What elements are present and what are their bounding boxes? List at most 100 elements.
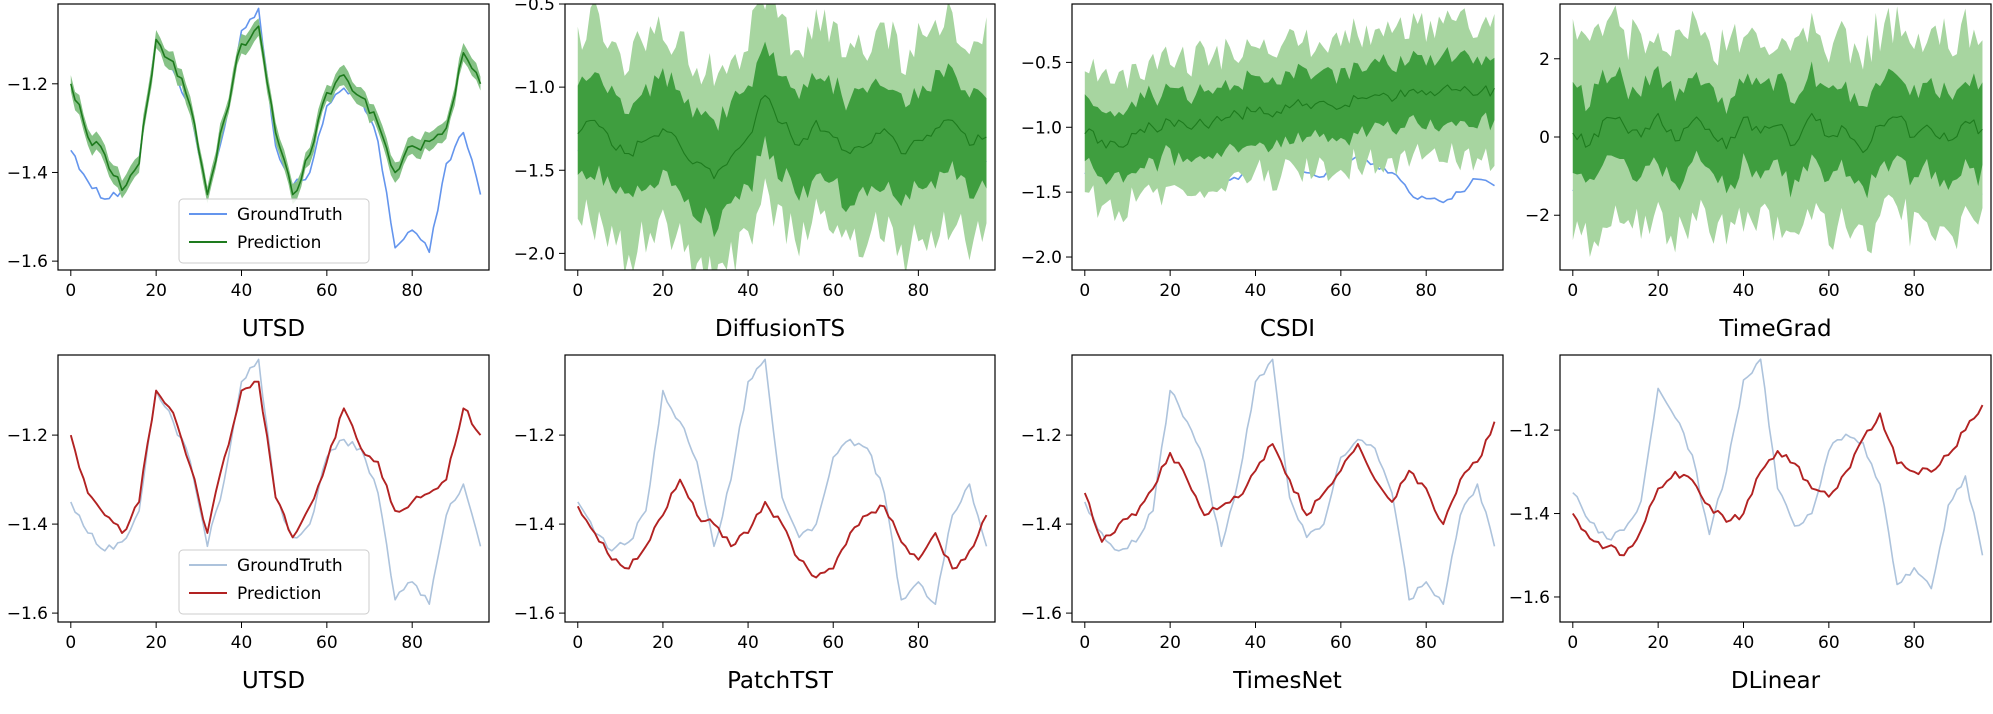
x-tick-label: 20: [1647, 633, 1669, 653]
subplot-title: UTSD: [242, 668, 305, 694]
x-tick-label: 20: [1647, 281, 1669, 301]
y-tick-label: −1.2: [7, 75, 48, 95]
x-tick-label: 0: [1079, 633, 1090, 653]
y-tick-label: −0.5: [1021, 53, 1062, 73]
legend-label: Prediction: [237, 584, 321, 604]
subplot-title: PatchTST: [727, 668, 834, 694]
x-tick-label: 40: [1733, 633, 1755, 653]
x-tick-label: 40: [1245, 633, 1267, 653]
x-tick-label: 60: [1818, 633, 1840, 653]
legend-label: GroundTruth: [237, 205, 343, 225]
subplot-title: CSDI: [1260, 316, 1315, 342]
y-tick-label: −1.6: [1021, 604, 1062, 624]
series-pred-red-line: [1572, 404, 1984, 557]
x-tick-label: 0: [1567, 281, 1578, 301]
plot-area: [1572, 5, 1983, 258]
plot-area: [1083, 358, 1496, 606]
plot-area: [1572, 358, 1984, 590]
x-tick-label: 20: [1159, 633, 1181, 653]
subplot-5: 0 20 40 60 80 −1.2 −1.4 −1.6 UTSD GroundTruth Pred…: [7, 354, 490, 694]
x-tick-label: 60: [316, 633, 338, 653]
x-tick-label: 80: [401, 281, 423, 301]
plot-area: [576, 358, 988, 606]
legend-label: Prediction: [237, 233, 321, 253]
series-pred-red-line: [1083, 421, 1496, 543]
axes-frame: [1559, 354, 1992, 623]
y-tick-label: −1.5: [1021, 183, 1062, 203]
x-tick-label: 60: [316, 281, 338, 301]
y-tick-label: 2: [1539, 50, 1550, 70]
x-tick-label: 20: [1159, 281, 1181, 301]
x-tick-label: 40: [1733, 281, 1755, 301]
subplot-title: TimeGrad: [1718, 316, 1831, 342]
y-tick-label: −1.0: [514, 78, 555, 98]
y-tick-label: −1.0: [1021, 118, 1062, 138]
y-tick-label: −1.4: [1021, 515, 1062, 535]
series-truth-faded-line: [1084, 358, 1496, 606]
legend: GroundTruth Prediction: [178, 549, 370, 615]
x-tick-label: 60: [1330, 281, 1352, 301]
y-tick-label: −1.5: [514, 161, 555, 181]
subplot-8: 0 20 40 60 80 −1.2 −1.4 −1.6 DLinear: [1509, 354, 1992, 694]
x-tick-label: 20: [145, 281, 167, 301]
x-tick-label: 80: [1903, 633, 1925, 653]
x-tick-label: 40: [231, 633, 253, 653]
subplot-6: 0 20 40 60 80 −1.2 −1.4 −1.6 PatchTST: [514, 354, 996, 694]
subplot-7: 0 20 40 60 80 −1.2 −1.4 −1.6 TimesNet: [1021, 354, 1504, 694]
series-pred-line: [577, 94, 987, 180]
y-tick-label: −0.5: [514, 0, 555, 15]
series-pred-red-line: [576, 478, 988, 579]
x-tick-label: 0: [572, 633, 583, 653]
x-tick-label: 60: [822, 281, 844, 301]
x-tick-label: 20: [652, 281, 674, 301]
y-tick-label: −1.2: [514, 426, 555, 446]
axes-frame: [57, 354, 490, 623]
axes-frame: [1071, 3, 1504, 271]
y-tick-label: −1.4: [7, 163, 48, 183]
plot-area: [69, 358, 482, 606]
x-tick-label: 20: [652, 633, 674, 653]
band-inner: [577, 41, 987, 238]
axes-frame: [564, 354, 996, 623]
series-truth-faded-line: [1572, 358, 1984, 590]
band-inner: [1084, 47, 1495, 185]
y-tick-label: −1.2: [1509, 421, 1550, 441]
subplot-title: DiffusionTS: [715, 316, 845, 342]
series-pred-line: [70, 25, 482, 196]
x-tick-label: 60: [1330, 633, 1352, 653]
band-inner: [1572, 61, 1983, 199]
subplot-1: 0 20 40 60 80 −1.2 −1.4 −1.6 UTSD GroundTruth Pred…: [7, 3, 490, 342]
y-tick-label: −2.0: [1021, 248, 1062, 268]
x-tick-label: 40: [737, 281, 759, 301]
plot-area: [1084, 8, 1495, 223]
plot-area: [577, 4, 987, 270]
x-tick-label: 0: [1567, 633, 1578, 653]
y-tick-label: −1.6: [7, 604, 48, 624]
x-tick-label: 60: [822, 633, 844, 653]
x-tick-label: 40: [231, 281, 253, 301]
y-tick-label: −2: [1525, 206, 1550, 226]
x-tick-label: 80: [401, 633, 423, 653]
y-tick-label: −1.4: [1509, 505, 1550, 525]
axes-frame: [1071, 354, 1504, 623]
x-tick-label: 0: [65, 281, 76, 301]
plot-area: [70, 7, 482, 254]
x-tick-label: 40: [1245, 281, 1267, 301]
y-tick-label: −1.2: [1021, 426, 1062, 446]
subplot-title: UTSD: [242, 316, 305, 342]
series-truth-faded-line: [577, 358, 988, 606]
series-pred-line: [1572, 112, 1983, 154]
legend-label: GroundTruth: [237, 556, 343, 576]
x-tick-label: 0: [1079, 281, 1090, 301]
axes-frame: [57, 3, 490, 271]
x-tick-label: 80: [1903, 281, 1925, 301]
x-tick-label: 40: [737, 633, 759, 653]
y-tick-label: −1.6: [514, 604, 555, 624]
y-tick-label: 0: [1539, 128, 1550, 148]
y-tick-label: −1.4: [514, 515, 555, 535]
x-tick-label: 20: [145, 633, 167, 653]
x-tick-label: 80: [908, 633, 930, 653]
x-tick-label: 80: [1415, 633, 1437, 653]
